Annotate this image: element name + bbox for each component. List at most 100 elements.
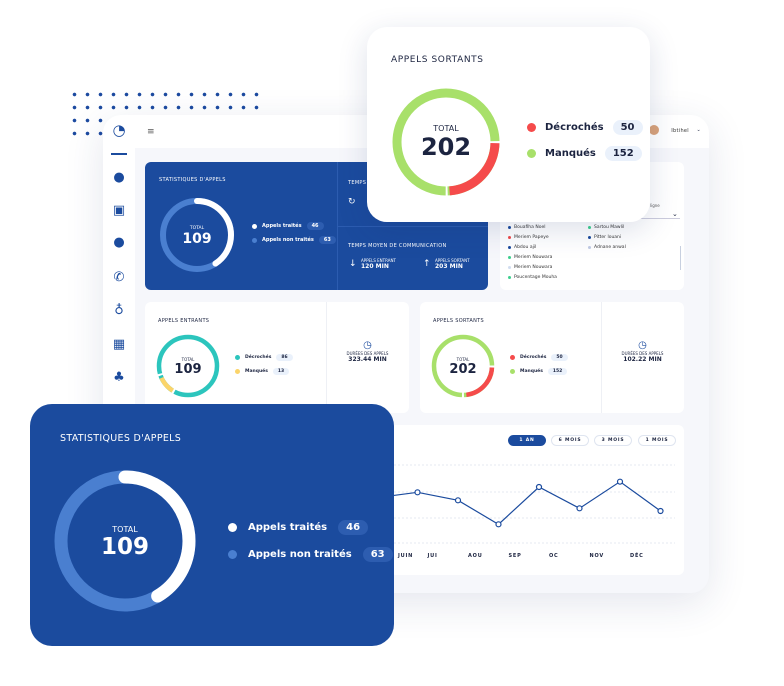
legend-value: 50 (612, 120, 643, 135)
total-value: 109 (174, 362, 202, 377)
tab-1-mois[interactable]: 1 MOIS (638, 435, 676, 446)
agent-name: Poucentage Mouha (514, 274, 557, 280)
agent-item[interactable]: Meriem Nouwara (508, 252, 557, 262)
avg-time-title: TEMPS MOYEN DE COMMUNICATION (348, 243, 447, 249)
legend-label: Appels non traités (248, 549, 352, 560)
agent-item[interactable]: Poucentage Mouha (508, 272, 557, 282)
data-point[interactable] (414, 489, 421, 496)
incoming-calls-card: APPELS ENTRANTS TOTAL 109 Décrochés 86 Man… (145, 302, 409, 413)
legend-value: 152 (604, 146, 642, 161)
legend-dot (510, 355, 515, 360)
legend-value: 50 (551, 354, 568, 361)
total-label: TOTAL (456, 357, 470, 362)
legend-label: Appels non traités (262, 237, 314, 243)
legend-dot (527, 149, 536, 158)
status-dot (508, 225, 511, 229)
card-title: STATISTIQUES D'APPELS (159, 177, 226, 183)
status-dot (508, 235, 511, 239)
agent-name: Meriem Papeye (514, 234, 549, 240)
incoming-value: 120 MIN (361, 263, 389, 270)
outgoing-calls-card: APPELS SORTANTS TOTAL 202 Décrochés 50 Man… (420, 302, 684, 413)
menu-icon[interactable]: ≡ (147, 127, 155, 137)
data-point[interactable] (495, 521, 502, 528)
document-icon[interactable]: ▣ (112, 203, 126, 218)
agent-item[interactable]: Abdou ajil (508, 242, 557, 252)
data-point[interactable] (657, 507, 664, 515)
total-value: 202 (449, 362, 477, 377)
phone-icon[interactable]: ✆ (113, 270, 125, 285)
time-title: TEMPS (348, 180, 367, 186)
tab-1-an[interactable]: 1 AN (508, 435, 546, 446)
agent-name: Meriem Nouwara (514, 264, 553, 270)
total-value: 109 (182, 231, 212, 247)
legend-value: 63 (318, 236, 336, 244)
divider (337, 226, 488, 227)
x-tick-label: NOV (589, 553, 605, 559)
legend-value: 63 (362, 547, 393, 562)
total-label: TOTAL (181, 357, 195, 362)
agent-item[interactable]: Meriem Papeye (508, 232, 557, 242)
x-tick-label: JUI (427, 553, 438, 559)
stats-large-donut (54, 470, 196, 612)
logo-icon: ◔ (112, 121, 126, 139)
incoming-label: APPELS ENTRANT (361, 258, 396, 263)
card-title: APPELS SORTANTS (433, 318, 484, 324)
donut-gap (392, 88, 500, 196)
total-value: 109 (100, 534, 149, 560)
legend-label: Appels traités (262, 223, 302, 229)
tab-3-mois[interactable]: 3 MOIS (594, 435, 632, 446)
avatar[interactable] (649, 125, 659, 135)
x-tick-label: JUIN (398, 553, 414, 559)
legend-value: 152 (547, 368, 568, 375)
x-tick-label: SEP (508, 553, 522, 559)
tab-6-mois[interactable]: 6 MOIS (551, 435, 589, 446)
divider (326, 302, 327, 413)
legend-dot (235, 369, 240, 374)
call-stats-card: STATISTIQUES D'APPELS TOTAL 109 Appels tr… (145, 162, 488, 290)
outgoing-calls-popup: APPELS SORTANTS TOTAL 202 Décrochés 50 Man… (367, 27, 650, 222)
chevron-down-icon[interactable]: ⌄ (672, 210, 678, 218)
user-icon[interactable]: ● (113, 170, 125, 185)
legend-label: Manqués (245, 369, 268, 374)
data-point[interactable] (616, 478, 624, 485)
agent-item[interactable]: Adnane anwal (588, 242, 626, 252)
user-name[interactable]: Ibtihel (671, 128, 689, 134)
status-dot (508, 255, 511, 259)
agent-item[interactable]: Pitter louani (588, 232, 626, 242)
donut-gap (156, 334, 220, 398)
clock-icon: ◷ (638, 340, 647, 351)
timer-icon: ↻ (348, 197, 356, 207)
legend-label: Appels traités (248, 522, 328, 533)
group-icon[interactable]: ♣ (113, 370, 125, 385)
status-dot (588, 235, 591, 239)
clock-icon: ◷ (363, 340, 372, 351)
card-title: APPELS ENTRANTS (158, 318, 210, 324)
legend-label: Décrochés (520, 355, 547, 360)
agent-item[interactable]: Sartou Mawlil (588, 222, 626, 232)
x-tick-label: AOU (468, 553, 483, 559)
scrollbar[interactable] (680, 246, 681, 270)
data-point[interactable] (535, 483, 543, 491)
calendar-icon[interactable]: ▦ (112, 337, 126, 352)
status-dot (508, 245, 511, 249)
microphone-icon[interactable]: ♁ (114, 303, 124, 318)
card-title: STATISTIQUES D'APPELS (60, 433, 182, 444)
arrow-down-icon: ↓ (349, 259, 357, 269)
data-point[interactable] (576, 505, 583, 512)
status-dot (588, 225, 591, 229)
data-point[interactable] (454, 497, 462, 504)
agent-item[interactable]: Meriem Nouwara (508, 262, 557, 272)
legend-value: 46 (306, 222, 324, 230)
chat-icon[interactable]: ● (113, 235, 125, 250)
chevron-down-icon[interactable]: ⌄ (696, 127, 701, 133)
arrow-up-icon: ↑ (423, 259, 431, 269)
call-stats-large-card: STATISTIQUES D'APPELS TOTAL 109 Appels tr… (30, 404, 394, 646)
legend-label: Décrochés (545, 122, 604, 133)
agent-name: Abdou ajil (514, 244, 537, 250)
total-label: TOTAL (112, 525, 138, 534)
agent-item[interactable]: Bouafiha Noel (508, 222, 557, 232)
agent-name: Sartou Mawlil (594, 224, 625, 230)
stats-donut (160, 198, 234, 272)
legend-dot (228, 523, 237, 532)
legend-dot (527, 123, 536, 132)
